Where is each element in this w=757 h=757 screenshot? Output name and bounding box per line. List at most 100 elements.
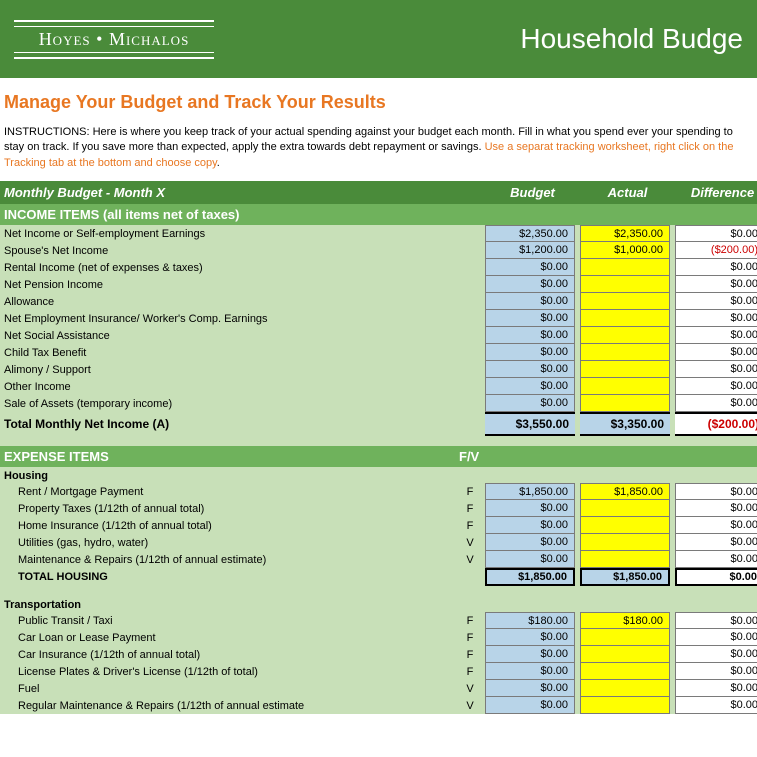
cell-diff: $0.00 xyxy=(675,259,757,276)
row-label: Allowance xyxy=(0,293,455,310)
cell-diff: $0.00 xyxy=(675,310,757,327)
cell-diff: $0.00 xyxy=(675,483,757,500)
subtotal-label: TOTAL HOUSING xyxy=(0,568,455,586)
cell-budget[interactable]: $1,200.00 xyxy=(485,242,575,259)
cell-budget[interactable]: $1,850.00 xyxy=(485,483,575,500)
row-label: Net Pension Income xyxy=(0,276,455,293)
cell-budget[interactable]: $0.00 xyxy=(485,697,575,714)
cell-budget[interactable]: $0.00 xyxy=(485,629,575,646)
cell-actual[interactable] xyxy=(580,310,670,327)
subtotal-diff: $0.00 xyxy=(675,568,757,586)
cell-diff: $0.00 xyxy=(675,517,757,534)
cell-actual[interactable] xyxy=(580,395,670,412)
cell-diff: $0.00 xyxy=(675,327,757,344)
category-header: Transportation xyxy=(0,596,757,612)
column-headers: Monthly Budget - Month X Budget Actual D… xyxy=(0,181,757,204)
cell-actual[interactable] xyxy=(580,517,670,534)
fv-indicator: F xyxy=(455,483,485,500)
fv-indicator: V xyxy=(455,680,485,697)
cell-budget[interactable]: $0.00 xyxy=(485,534,575,551)
row-label: Fuel xyxy=(0,680,455,697)
row-label: Home Insurance (1/12th of annual total) xyxy=(0,517,455,534)
cell-actual[interactable] xyxy=(580,293,670,310)
cell-actual[interactable]: $180.00 xyxy=(580,612,670,629)
fv-indicator: V xyxy=(455,534,485,551)
cell-actual[interactable] xyxy=(580,344,670,361)
cell-diff: $0.00 xyxy=(675,663,757,680)
fv-indicator: F xyxy=(455,517,485,534)
cell-actual[interactable] xyxy=(580,259,670,276)
cell-budget[interactable]: $0.00 xyxy=(485,500,575,517)
row-label: Car Loan or Lease Payment xyxy=(0,629,455,646)
header-bar: Hoyes • Michalos Household Budge xyxy=(0,0,757,78)
cell-actual[interactable] xyxy=(580,534,670,551)
cell-diff: $0.00 xyxy=(675,361,757,378)
subtotal-row: TOTAL HOUSING$1,850.00$1,850.00$0.00 xyxy=(0,568,757,586)
cell-actual[interactable] xyxy=(580,663,670,680)
cell-budget[interactable]: $0.00 xyxy=(485,293,575,310)
income-section-title: INCOME ITEMS (all items net of taxes) xyxy=(0,204,757,225)
income-row: Net Social Assistance$0.00$0.00 xyxy=(0,327,757,344)
cell-actual[interactable] xyxy=(580,697,670,714)
expense-row: License Plates & Driver's License (1/12t… xyxy=(0,663,757,680)
category-header: Housing xyxy=(0,467,757,483)
row-label: Net Employment Insurance/ Worker's Comp.… xyxy=(0,310,455,327)
cell-budget[interactable]: $0.00 xyxy=(485,646,575,663)
row-label: License Plates & Driver's License (1/12t… xyxy=(0,663,455,680)
cell-budget[interactable]: $0.00 xyxy=(485,517,575,534)
cell-diff: $0.00 xyxy=(675,276,757,293)
cell-budget[interactable]: $0.00 xyxy=(485,344,575,361)
cell-actual[interactable] xyxy=(580,646,670,663)
cell-diff: $0.00 xyxy=(675,395,757,412)
cell-actual[interactable] xyxy=(580,629,670,646)
row-label: Net Income or Self-employment Earnings xyxy=(0,225,455,242)
income-total-row: Total Monthly Net Income (A) $3,550.00 $… xyxy=(0,412,757,436)
cell-budget[interactable]: $0.00 xyxy=(485,395,575,412)
row-label: Regular Maintenance & Repairs (1/12th of… xyxy=(0,697,455,714)
income-row: Sale of Assets (temporary income) $0.00 $0… xyxy=(0,395,757,412)
cell-budget[interactable]: $0.00 xyxy=(485,663,575,680)
cell-actual[interactable]: $1,000.00 xyxy=(580,242,670,259)
income-total-label: Total Monthly Net Income (A) xyxy=(0,412,455,436)
cell-diff: $0.00 xyxy=(675,646,757,663)
row-label: Car Insurance (1/12th of annual total) xyxy=(0,646,455,663)
income-row: Net Employment Insurance/ Worker's Comp.… xyxy=(0,310,757,327)
row-label: Rent / Mortgage Payment xyxy=(0,483,455,500)
cell-budget[interactable]: $2,350.00 xyxy=(485,225,575,242)
cell-diff: $0.00 xyxy=(675,378,757,395)
cell-diff: ($200.00) xyxy=(675,242,757,259)
cell-budget[interactable]: $0.00 xyxy=(485,680,575,697)
expense-row: Maintenance & Repairs (1/12th of annual … xyxy=(0,551,757,568)
cell-actual[interactable] xyxy=(580,680,670,697)
cell-budget[interactable]: $0.00 xyxy=(485,378,575,395)
cell-budget[interactable]: $0.00 xyxy=(485,551,575,568)
cell-budget[interactable]: $0.00 xyxy=(485,327,575,344)
fv-indicator: F xyxy=(455,500,485,517)
cell-actual[interactable] xyxy=(580,276,670,293)
cell-budget[interactable]: $180.00 xyxy=(485,612,575,629)
cell-budget[interactable]: $0.00 xyxy=(485,361,575,378)
fv-indicator: F xyxy=(455,663,485,680)
expense-row: Rent / Mortgage PaymentF$1,850.00$1,850.… xyxy=(0,483,757,500)
cell-actual[interactable]: $2,350.00 xyxy=(580,225,670,242)
row-label: Sale of Assets (temporary income) xyxy=(0,395,455,412)
cell-budget[interactable]: $0.00 xyxy=(485,259,575,276)
income-total-diff: ($200.00) xyxy=(675,412,757,436)
month-label: Monthly Budget - Month X xyxy=(0,185,455,200)
cell-actual[interactable] xyxy=(580,551,670,568)
cell-actual[interactable] xyxy=(580,500,670,517)
col-actual: Actual xyxy=(580,185,675,200)
cell-actual[interactable] xyxy=(580,327,670,344)
instructions: INSTRUCTIONS: Here is where you keep tra… xyxy=(0,121,757,181)
row-label: Spouse's Net Income xyxy=(0,242,455,259)
fv-header: F/V xyxy=(459,449,489,464)
expense-row: Car Loan or Lease PaymentF$0.00$0.00 xyxy=(0,629,757,646)
cell-budget[interactable]: $0.00 xyxy=(485,310,575,327)
cell-actual[interactable] xyxy=(580,361,670,378)
cell-actual[interactable] xyxy=(580,378,670,395)
cell-actual[interactable]: $1,850.00 xyxy=(580,483,670,500)
page-title: Household Budge xyxy=(520,23,743,55)
cell-budget[interactable]: $0.00 xyxy=(485,276,575,293)
cell-diff: $0.00 xyxy=(675,225,757,242)
row-label: Other Income xyxy=(0,378,455,395)
